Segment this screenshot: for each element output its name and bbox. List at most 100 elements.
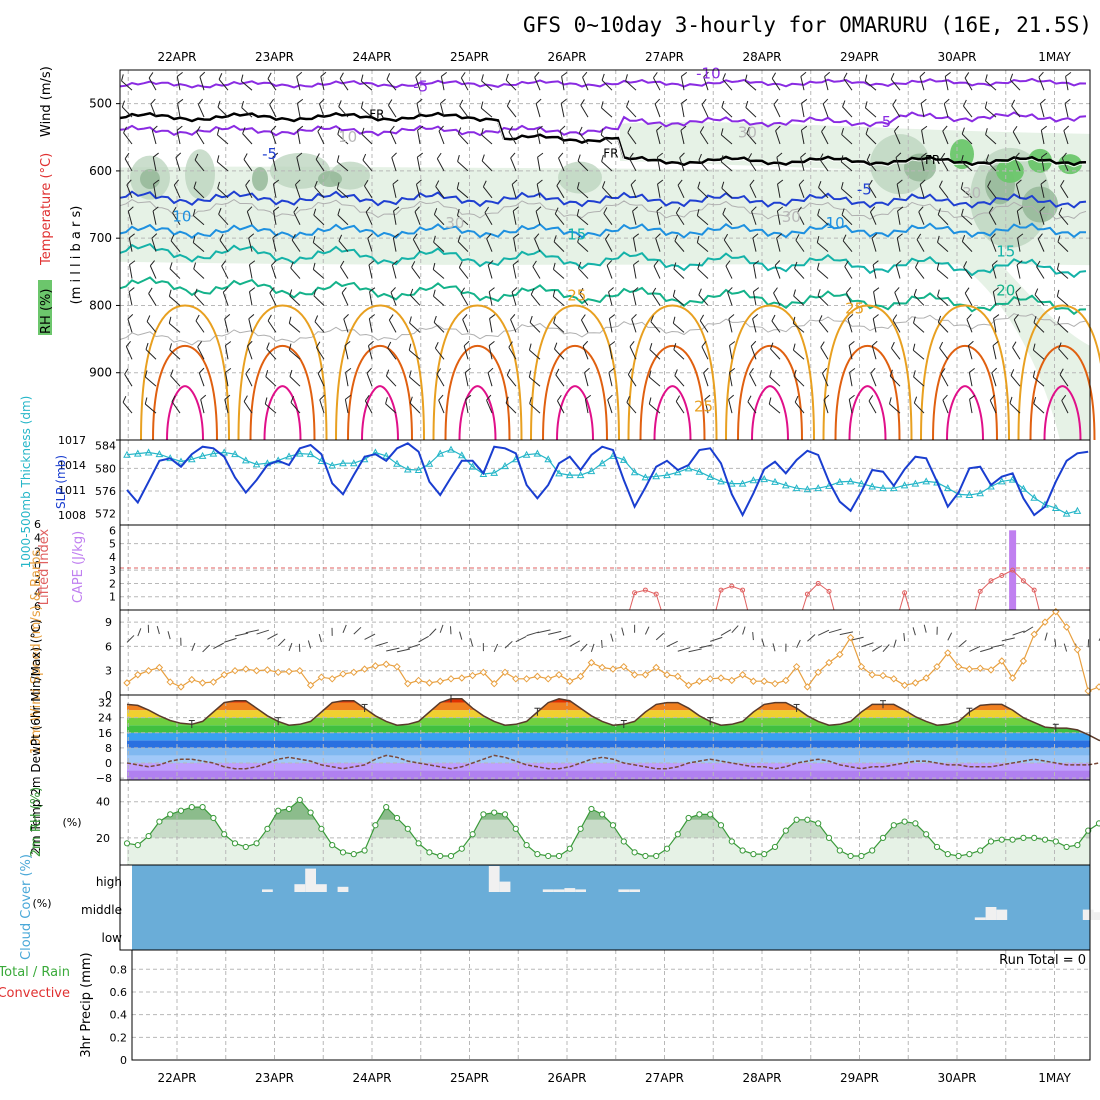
barb-staff (752, 291, 757, 306)
wind-barb (794, 261, 805, 279)
barb-staff (728, 399, 733, 414)
barb-staff (248, 237, 253, 252)
contour-label: 10 (826, 214, 845, 232)
wind10m-barb (267, 633, 278, 640)
wind-barb (416, 98, 423, 118)
wind-barb (460, 287, 469, 306)
barb-staff (1012, 131, 1021, 145)
wind10m-barb (234, 632, 249, 637)
barb-staff (457, 161, 469, 172)
barb-flag (199, 71, 206, 78)
barb-flag (433, 315, 437, 323)
wind-barb (991, 367, 998, 387)
barb-flag (913, 396, 918, 404)
barb-flag (745, 100, 749, 108)
wind-barb (652, 72, 661, 91)
barb-staff (173, 184, 181, 199)
rh-marker (512, 825, 519, 832)
barb-staff (746, 133, 757, 145)
barb-flag (872, 314, 879, 320)
wind-speed-marker (836, 650, 844, 659)
wind-speed-marker (566, 677, 574, 685)
wind-barb (632, 287, 639, 306)
barb-flag (896, 179, 903, 185)
barb-flag (486, 394, 492, 401)
wind-barb (648, 370, 661, 387)
barb-flag (513, 233, 520, 239)
barb-flag (818, 315, 823, 322)
barb-staff (438, 399, 445, 414)
wind-barb (313, 289, 325, 306)
wind-barb (602, 181, 613, 199)
barb-flag (895, 260, 902, 266)
wind-tick: 3 (105, 665, 112, 678)
wind-barb (576, 182, 589, 199)
thickness-marker (576, 471, 585, 479)
barb-flag (390, 287, 396, 293)
barb-flag (603, 207, 608, 214)
barb-flag (296, 152, 303, 158)
barb-staff (313, 269, 325, 279)
rh-marker (663, 845, 671, 852)
barb-flag (864, 74, 868, 82)
li-tick: 0 (34, 559, 41, 572)
wind10m-barbs (126, 624, 1100, 653)
bottom-date-label: 22APR (157, 1071, 196, 1085)
barb-staff (296, 103, 301, 118)
barb-staff (801, 103, 805, 118)
barb-flag (1033, 316, 1037, 323)
barb-flag (433, 208, 438, 215)
barb-flag (149, 260, 155, 267)
wind-barb (153, 179, 160, 198)
barb-flag (776, 233, 783, 239)
cloud-bar (542, 889, 554, 892)
wind-barb (267, 72, 277, 91)
barb-flag (194, 153, 199, 161)
wind-speed-marker (728, 676, 736, 685)
barb-staff (248, 318, 253, 333)
wind-barb (894, 287, 901, 306)
barb-staff (484, 212, 493, 225)
wind-barb (942, 394, 949, 414)
barb-flag (675, 395, 681, 402)
barb-flag (629, 341, 635, 347)
contour-label: -5 (876, 113, 891, 131)
barb-flag (436, 368, 442, 375)
barb-flag (777, 206, 784, 212)
top-date-label: 30APR (937, 50, 976, 64)
barb-staff (534, 238, 541, 252)
barb-flag (459, 99, 464, 107)
barb-staff (984, 107, 997, 118)
barb-staff (556, 185, 565, 199)
barb-staff (1015, 184, 1021, 198)
barb-flag (942, 125, 948, 132)
barb-staff (408, 349, 421, 360)
wind-barb (388, 314, 397, 333)
wind-barb (632, 233, 640, 252)
wind-barb (459, 99, 469, 118)
barb-staff (842, 240, 853, 252)
barb-flag (288, 343, 292, 351)
barb-staff (512, 264, 517, 279)
thickness-marker (1073, 506, 1082, 514)
wind-barb (121, 74, 133, 91)
wind-barb (554, 207, 565, 226)
barb-staff (462, 319, 469, 333)
wind-barb (554, 342, 565, 360)
rh-marker (912, 820, 919, 827)
diurnal-loop (556, 385, 594, 441)
barb-flag (608, 367, 615, 373)
wind-barb (360, 74, 373, 91)
barb-flag (409, 316, 412, 324)
barb-flag (868, 179, 873, 187)
wind-barb (337, 127, 349, 145)
thickness-marker (220, 448, 229, 456)
wind10m-barb (342, 624, 347, 633)
barb-flag (633, 260, 640, 266)
barb-flag (266, 342, 270, 349)
li-marker (999, 572, 1005, 578)
barb-flag (222, 287, 229, 293)
barb-flag (153, 179, 160, 185)
wind-barb (128, 287, 135, 306)
barb-flag (412, 233, 418, 240)
